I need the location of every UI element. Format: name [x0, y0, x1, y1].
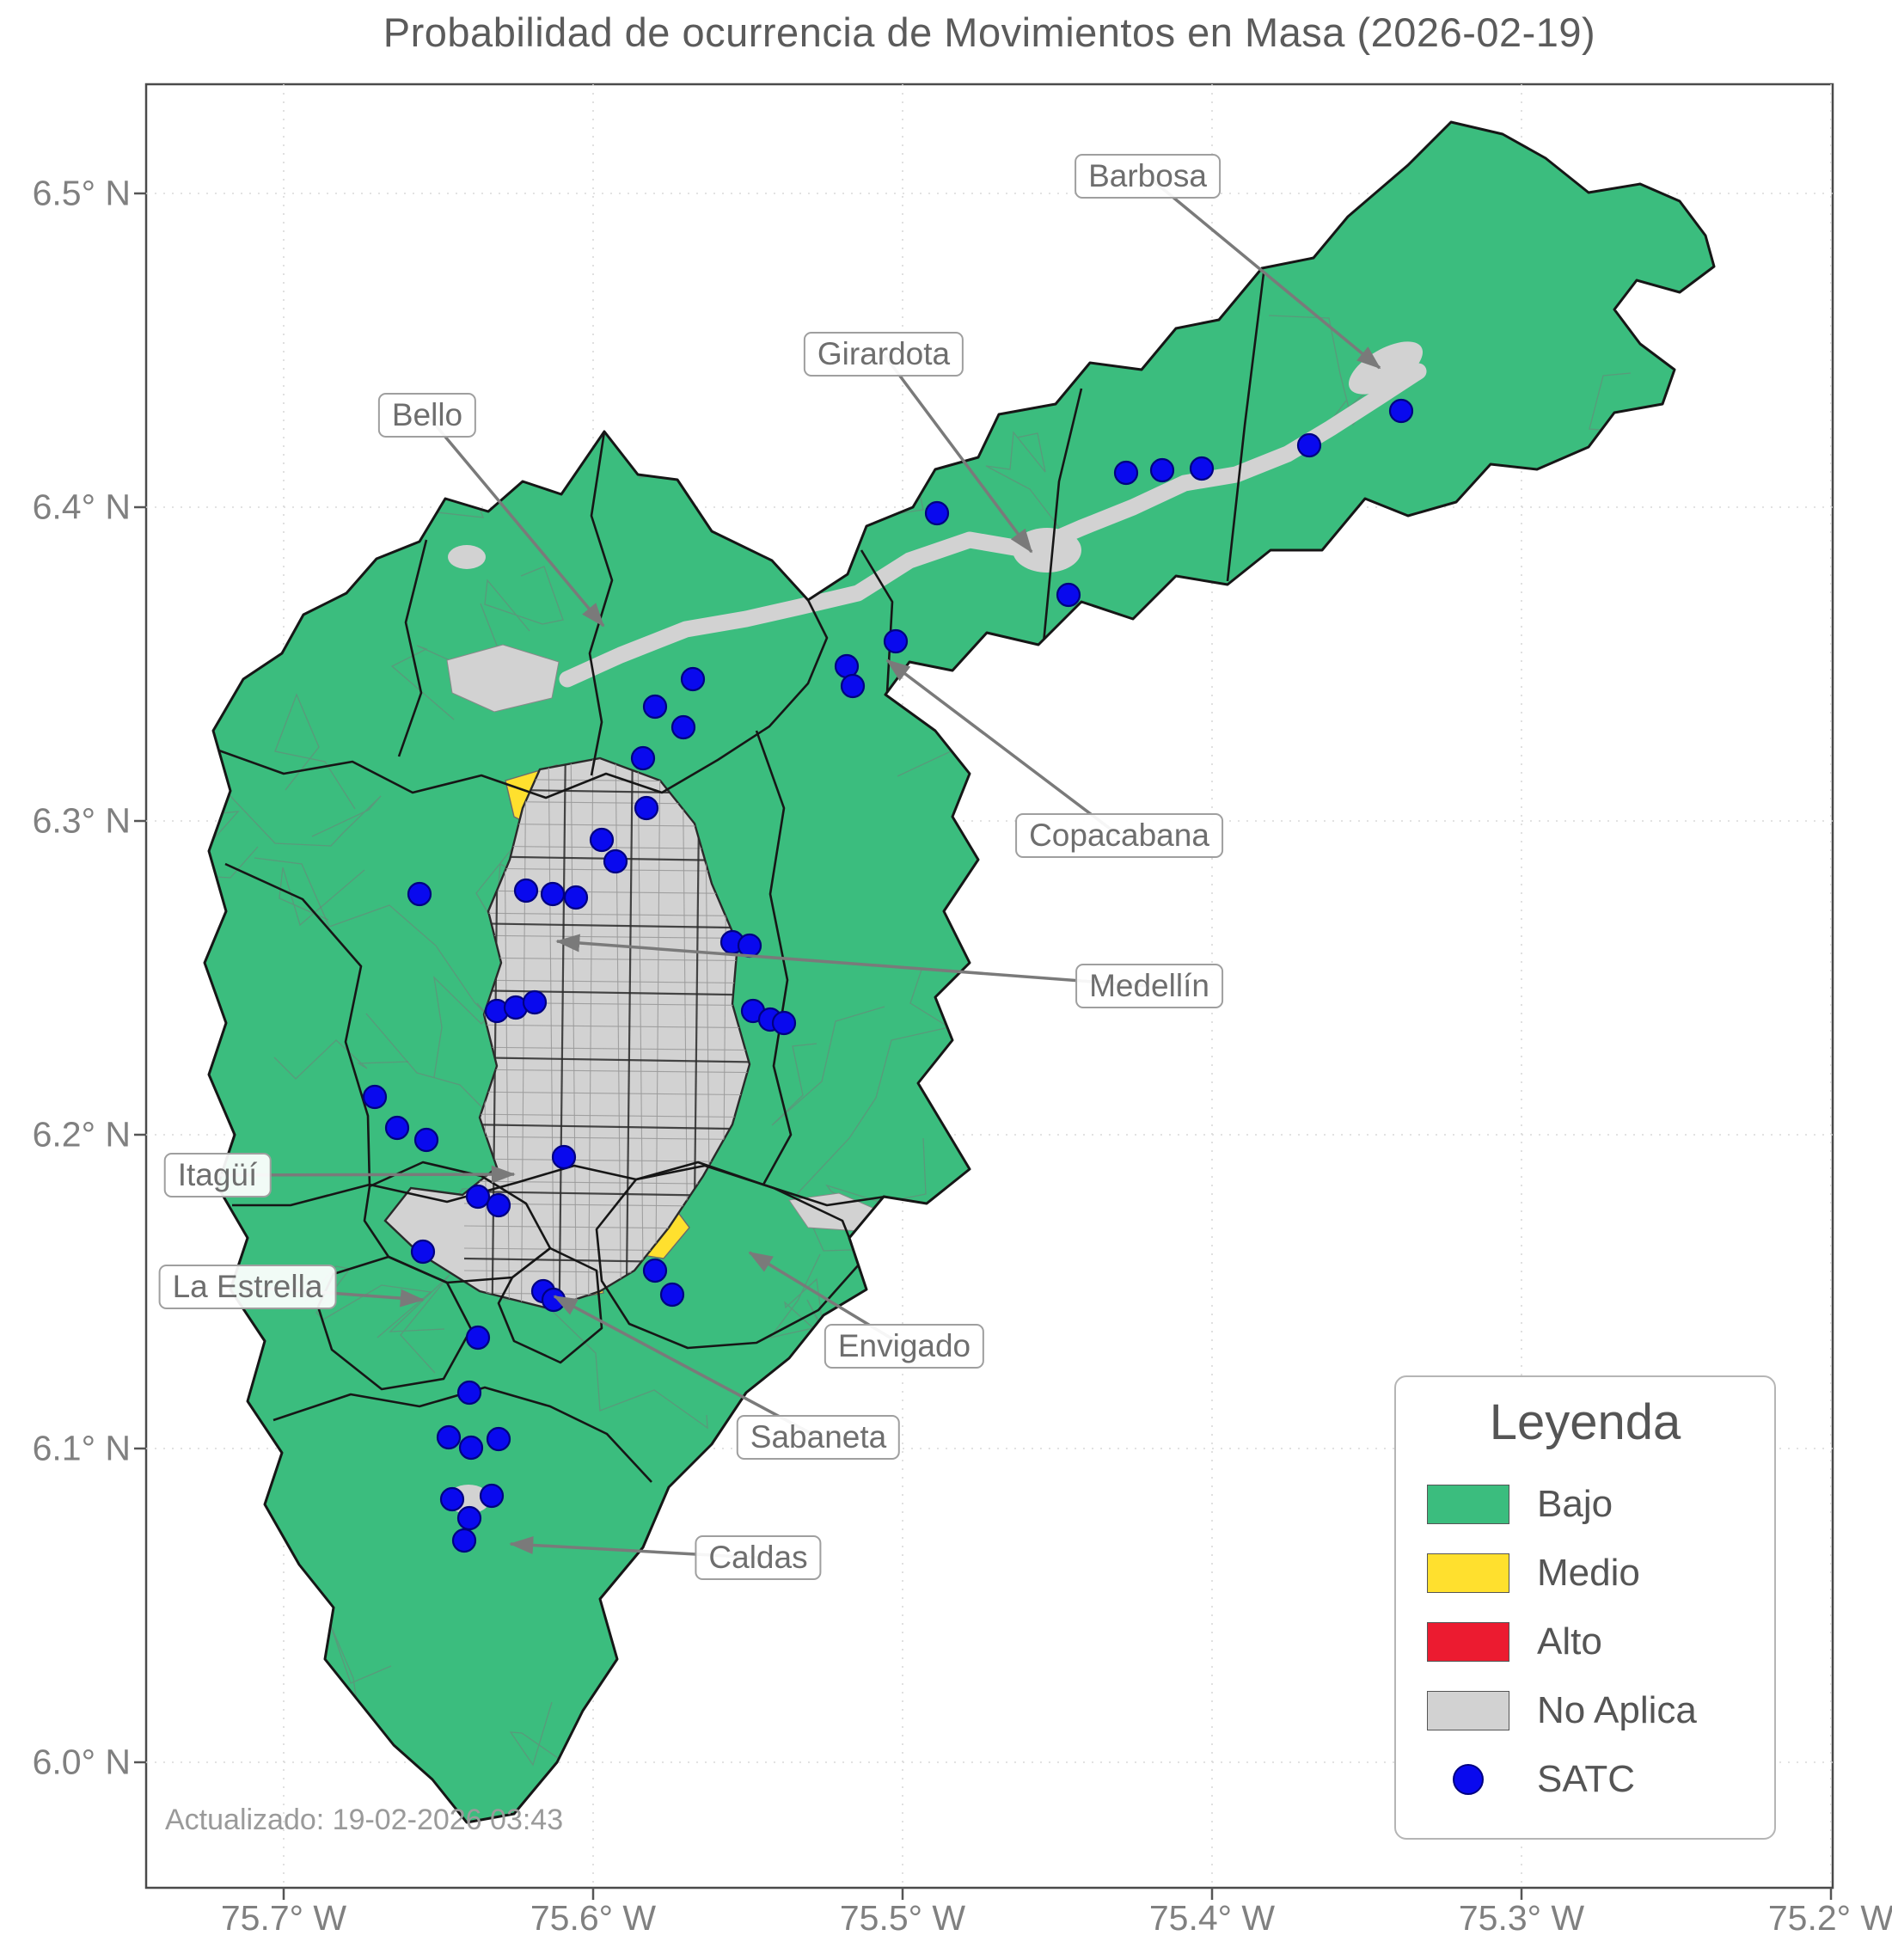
legend-item-label: Bajo	[1537, 1483, 1613, 1525]
satc-marker	[840, 673, 866, 699]
satc-marker	[642, 694, 668, 720]
legend-item-no-aplica: No Aplica	[1396, 1676, 1774, 1745]
satc-marker	[1189, 456, 1215, 481]
map-label-itag-: Itagüí	[163, 1153, 272, 1197]
legend: Leyenda Bajo Medio Alto No Aplica SATC	[1394, 1375, 1776, 1840]
legend-item-satc: SATC	[1396, 1745, 1774, 1814]
urban-blob-bello	[446, 644, 560, 713]
satc-marker	[642, 1258, 668, 1283]
map-label-girardota: Girardota	[803, 332, 964, 377]
satc-marker	[479, 1483, 505, 1509]
satc-marker	[451, 1528, 477, 1553]
satc-marker	[465, 1184, 491, 1210]
x-tick-label: 75.6° W	[530, 1898, 657, 1938]
satc-marker	[436, 1424, 462, 1450]
satc-marker	[439, 1486, 465, 1512]
satc-marker	[634, 795, 659, 821]
satc-marker	[456, 1380, 482, 1406]
legend-item-label: SATC	[1537, 1758, 1636, 1800]
map-label-bello: Bello	[377, 393, 477, 438]
map-label-sabaneta: Sabaneta	[736, 1415, 901, 1460]
urban-blob-north	[448, 545, 486, 569]
urban-blob-barbosa	[1349, 341, 1423, 395]
figure-title: Probabilidad de ocurrencia de Movimiento…	[383, 9, 1596, 55]
y-tick-label: 6.0° N	[32, 1742, 131, 1782]
updated-timestamp: Actualizado: 19-02-2026 03:43	[165, 1804, 564, 1836]
map-label-barbosa: Barbosa	[1075, 154, 1221, 199]
legend-item-medio: Medio	[1396, 1539, 1774, 1608]
satc-marker	[458, 1435, 484, 1461]
y-tick-label: 6.3° N	[32, 800, 131, 841]
satc-marker	[551, 1144, 577, 1170]
annotation-arrow	[426, 413, 605, 628]
urban-blob-girardota	[1013, 528, 1081, 573]
y-tick-label: 6.1° N	[32, 1428, 131, 1468]
satc-marker	[362, 1084, 388, 1110]
legend-item-bajo: Bajo	[1396, 1470, 1774, 1539]
x-tick-label: 75.3° W	[1458, 1898, 1585, 1938]
map-label-medell-n: Medellín	[1075, 964, 1223, 1008]
municipal-boundaries	[216, 273, 1265, 1483]
satc-marker	[1113, 460, 1139, 486]
map-label-la-estrella: La Estrella	[158, 1265, 337, 1309]
satc-marker	[1388, 398, 1414, 424]
x-tick-label: 75.7° W	[220, 1898, 347, 1938]
legend-dot-icon	[1427, 1760, 1509, 1799]
satc-marker	[670, 714, 696, 740]
annotation-arrow	[555, 934, 1150, 988]
satc-marker	[680, 666, 706, 692]
satc-marker	[407, 881, 432, 907]
satc-marker	[771, 1010, 797, 1036]
y-tick-label: 6.5° N	[32, 173, 131, 213]
legend-item-alto: Alto	[1396, 1608, 1774, 1676]
satc-marker	[630, 745, 656, 771]
satc-marker	[659, 1282, 685, 1308]
satc-marker	[410, 1239, 436, 1265]
legend-swatch	[1427, 1553, 1509, 1593]
satc-marker	[486, 1426, 511, 1452]
x-tick-label: 75.4° W	[1148, 1898, 1276, 1938]
satc-marker	[1149, 457, 1175, 483]
satc-marker	[883, 628, 909, 654]
satc-dot-icon	[1453, 1764, 1484, 1795]
legend-item-label: No Aplica	[1537, 1689, 1697, 1731]
annotation-arrow	[882, 352, 1033, 554]
legend-swatch	[1427, 1691, 1509, 1730]
satc-marker	[465, 1325, 491, 1351]
satc-marker	[924, 500, 950, 526]
satc-marker	[563, 885, 589, 910]
legend-swatch	[1427, 1622, 1509, 1662]
satc-marker	[589, 827, 615, 853]
satc-marker	[413, 1127, 439, 1153]
satc-marker	[522, 989, 548, 1015]
satc-marker	[737, 933, 762, 959]
satc-marker	[456, 1505, 482, 1531]
annotation-arrow	[1146, 175, 1381, 370]
y-tick-label: 6.2° N	[32, 1114, 131, 1155]
satc-marker	[384, 1115, 410, 1141]
satc-marker	[1296, 432, 1322, 458]
legend-title: Leyenda	[1489, 1394, 1681, 1450]
satc-marker	[603, 848, 628, 874]
legend-item-label: Medio	[1537, 1552, 1640, 1594]
map-label-envigado: Envigado	[824, 1324, 985, 1369]
satc-marker	[486, 1192, 511, 1218]
satc-marker	[540, 881, 566, 907]
x-tick-label: 75.5° W	[839, 1898, 966, 1938]
annotation-arrow	[885, 658, 1121, 837]
map-label-caldas: Caldas	[695, 1535, 822, 1580]
x-tick-label: 75.2° W	[1767, 1898, 1892, 1938]
map-label-copacabana: Copacabana	[1015, 813, 1223, 858]
satc-marker	[513, 878, 539, 903]
legend-items: Bajo Medio Alto No Aplica SATC	[1396, 1470, 1774, 1814]
legend-item-label: Alto	[1537, 1620, 1602, 1663]
annotation-arrow	[553, 1295, 819, 1439]
legend-swatch	[1427, 1485, 1509, 1524]
satc-marker	[1056, 582, 1081, 608]
y-tick-label: 6.4° N	[32, 487, 131, 527]
